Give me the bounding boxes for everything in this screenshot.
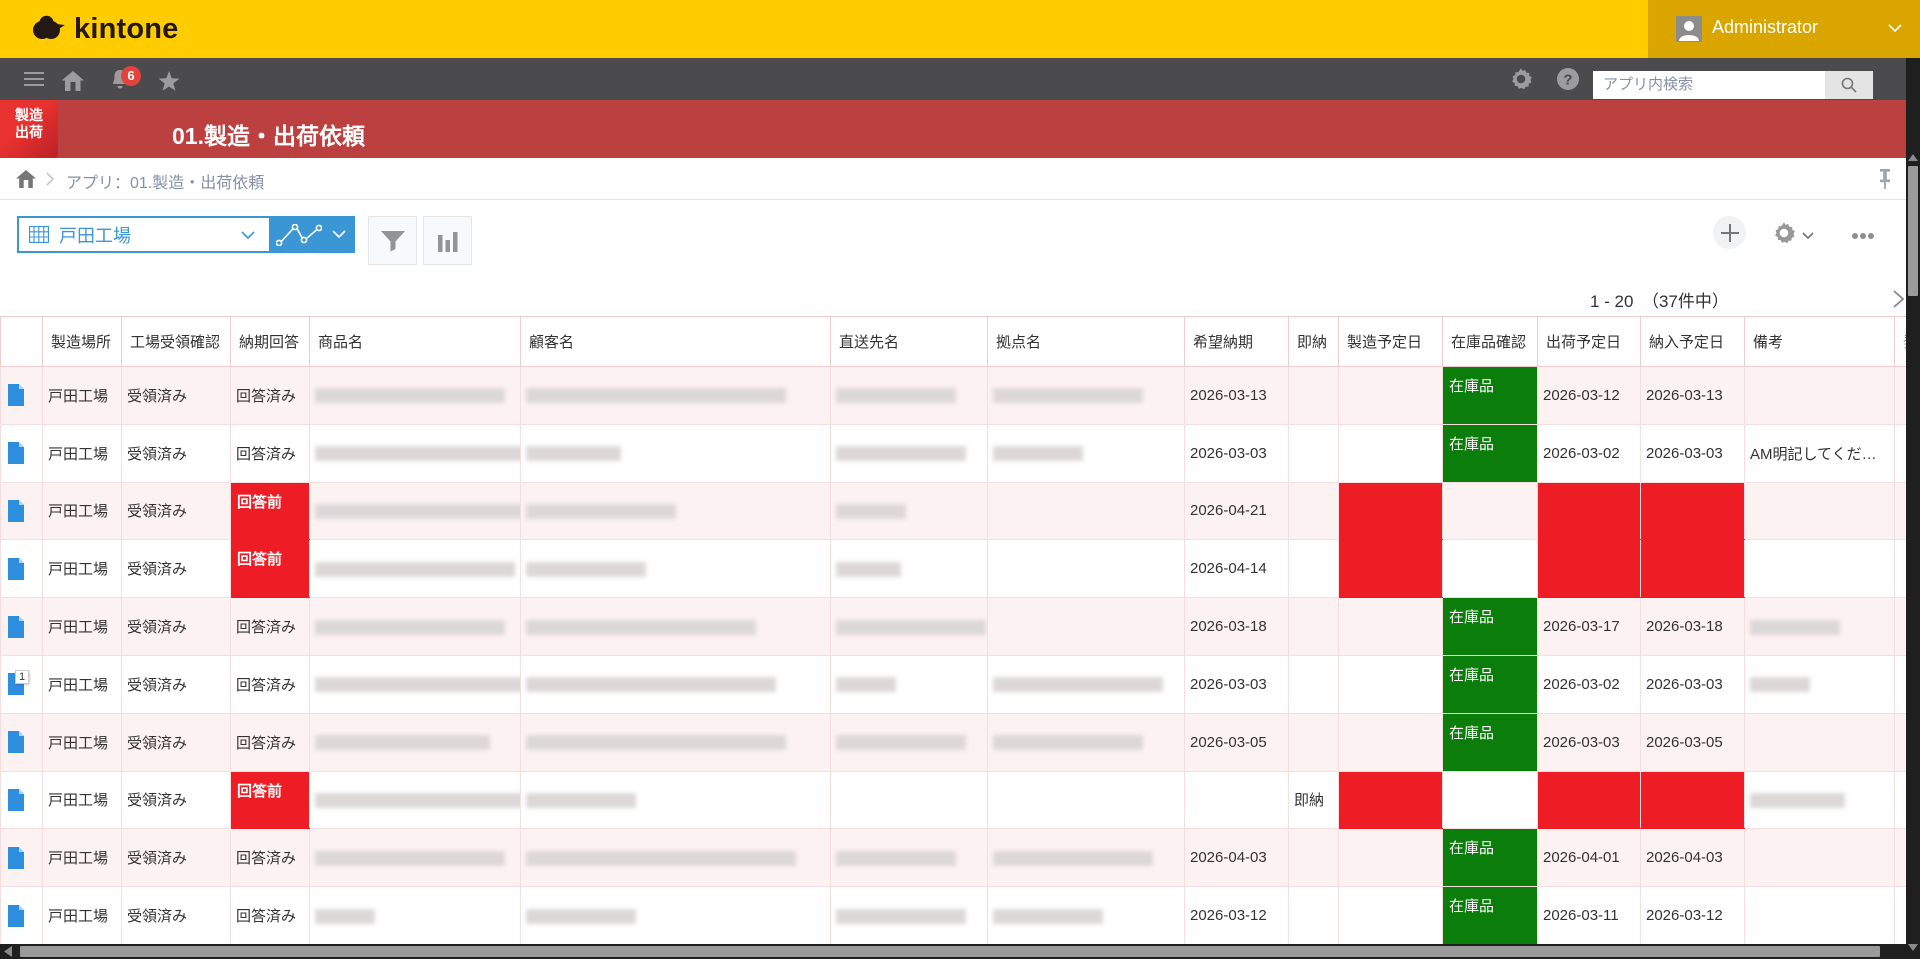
svg-text:?: ? [1563,72,1572,89]
